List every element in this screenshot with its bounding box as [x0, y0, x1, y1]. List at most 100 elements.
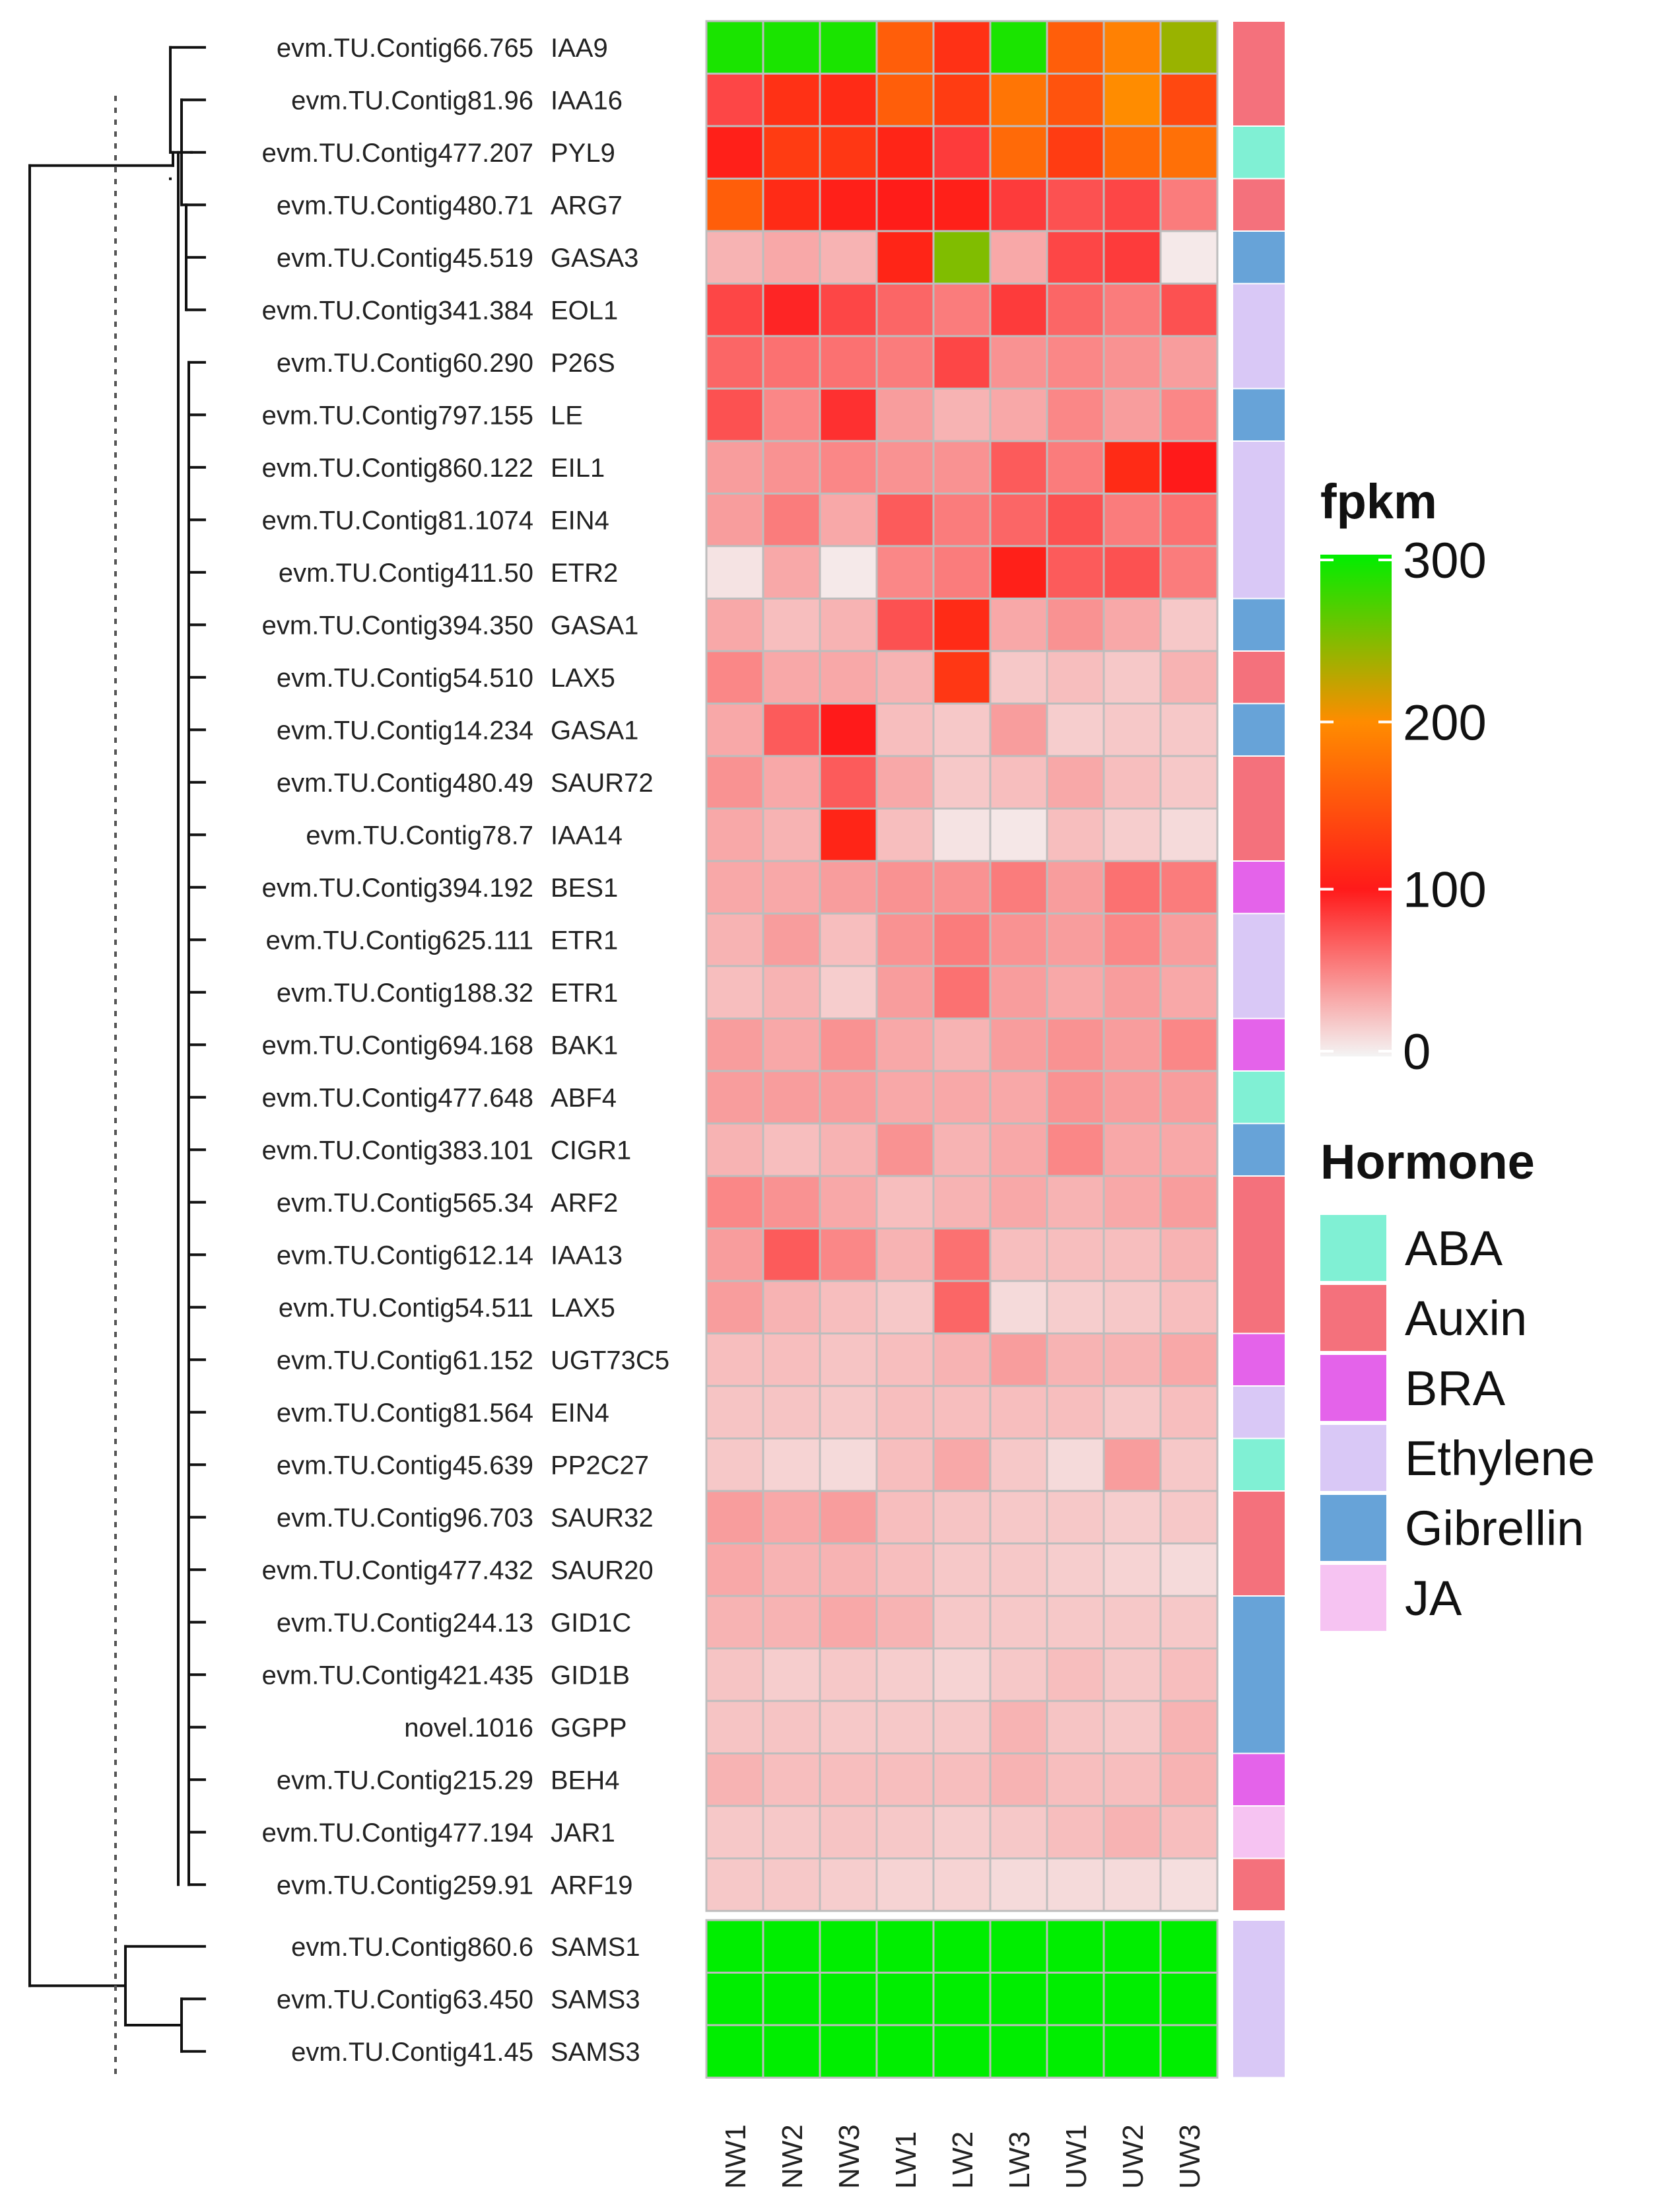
heatmap-cell — [819, 1700, 878, 1754]
heatmap-cell — [1159, 1700, 1219, 1754]
heatmap-cell — [819, 493, 878, 547]
heatmap-cell — [762, 335, 821, 390]
heatmap-cell — [932, 1070, 992, 1124]
hormone-legend-label: ABA — [1405, 1221, 1503, 1276]
heatmap-cell — [875, 125, 935, 180]
heatmap-cell — [932, 1175, 992, 1229]
heatmap-cell — [819, 388, 878, 442]
heatmap-cell — [1102, 545, 1162, 600]
heatmap-cell — [819, 913, 878, 967]
heatmap-cell — [819, 1752, 878, 1807]
row-label-gene: ARF2 — [551, 1189, 618, 1218]
heatmap-cell — [989, 755, 1048, 810]
heatmap-cell — [1159, 1175, 1219, 1229]
heatmap-cell — [1046, 965, 1105, 1020]
heatmap-cell — [875, 1280, 935, 1334]
heatmap-cell — [932, 965, 992, 1020]
column-label: UW1 — [1060, 2124, 1093, 2189]
heatmap-cell — [875, 1919, 935, 1974]
row-label-gene: ARG7 — [551, 191, 623, 220]
heatmap-cell — [762, 1280, 821, 1334]
hormone-legend-swatch — [1320, 1355, 1386, 1421]
heatmap-cell — [989, 703, 1048, 757]
heatmap-cell — [1159, 1857, 1219, 1912]
row-label-gene: LAX5 — [551, 664, 615, 693]
heatmap-cell — [1046, 1542, 1105, 1597]
heatmap-cell — [875, 1437, 935, 1492]
heatmap-cell — [1046, 1752, 1105, 1807]
heatmap-cell — [1102, 1227, 1162, 1282]
heatmap-cell — [875, 1227, 935, 1282]
hormone-annotation-block — [1233, 1177, 1285, 1333]
heatmap-cell — [1159, 1752, 1219, 1807]
heatmap-cell — [875, 808, 935, 862]
heatmap-cell — [762, 650, 821, 705]
heatmap-cell — [875, 1018, 935, 1072]
heatmap-cell — [1046, 913, 1105, 967]
heatmap-cell — [989, 650, 1048, 705]
heatmap-cell — [705, 1437, 764, 1492]
heatmap-cell — [875, 1857, 935, 1912]
hormone-legend-label: JA — [1405, 1571, 1462, 1626]
heatmap-cell — [875, 1490, 935, 1544]
heatmap-cell — [1046, 1437, 1105, 1492]
heatmap-cell — [989, 73, 1048, 127]
row-label-gene: EIN4 — [551, 506, 609, 535]
row-label-gene: EIL1 — [551, 454, 605, 483]
heatmap-cell — [1046, 1175, 1105, 1229]
row-label-gene: SAUR72 — [551, 769, 654, 798]
heatmap-cell — [1159, 230, 1219, 285]
heatmap-cell — [819, 178, 878, 232]
heatmap-cell — [705, 335, 764, 390]
hormone-annotation-block — [1233, 757, 1285, 860]
heatmap-cell — [819, 20, 878, 75]
hormone-annotation-block — [1233, 1754, 1285, 1805]
hormone-annotation-block — [1233, 1124, 1285, 1175]
hormone-legend-swatch — [1320, 1215, 1386, 1281]
heatmap-cell — [762, 860, 821, 915]
row-label-gene: SAMS3 — [551, 2038, 640, 2067]
heatmap-cell — [1159, 1972, 1219, 2026]
heatmap-cell — [875, 1123, 935, 1177]
heatmap-cell — [1102, 965, 1162, 1020]
heatmap-cell — [819, 860, 878, 915]
heatmap-cell — [1159, 1227, 1219, 1282]
heatmap-cell — [1102, 1752, 1162, 1807]
heatmap-cell — [762, 1647, 821, 1702]
heatmap-cell — [1102, 388, 1162, 442]
row-label-contig: evm.TU.Contig81.564 — [277, 1399, 533, 1428]
row-label-gene: GASA3 — [551, 244, 638, 273]
heatmap-cell — [875, 913, 935, 967]
heatmap-cell — [1046, 1018, 1105, 1072]
heatmap-cell — [762, 1385, 821, 1439]
heatmap-cell — [1159, 545, 1219, 600]
heatmap-cell — [819, 703, 878, 757]
heatmap-cell — [932, 1647, 992, 1702]
heatmap-cell — [932, 230, 992, 285]
heatmap-cells — [705, 20, 1219, 2079]
heatmap-cell — [762, 1070, 821, 1124]
row-label-gene: PP2C27 — [551, 1451, 649, 1480]
heatmap-cell — [1102, 1805, 1162, 1859]
row-label-contig: evm.TU.Contig14.234 — [277, 716, 533, 745]
heatmap-cell — [1159, 2024, 1219, 2079]
heatmap-cell — [705, 1857, 764, 1912]
heatmap-cell — [1159, 1805, 1219, 1859]
hormone-annotation-block — [1233, 1334, 1285, 1385]
hormone-annotation-block — [1233, 1019, 1285, 1070]
heatmap-cell — [989, 1752, 1048, 1807]
heatmap-cell — [1102, 1700, 1162, 1754]
heatmap-cell — [932, 860, 992, 915]
heatmap-cell — [1046, 808, 1105, 862]
heatmap-cell — [705, 1280, 764, 1334]
heatmap-cell — [1102, 703, 1162, 757]
heatmap-cell — [989, 283, 1048, 337]
heatmap-cell — [989, 1227, 1048, 1282]
heatmap-cell — [705, 283, 764, 337]
heatmap-cell — [1159, 1437, 1219, 1492]
row-label-gene: SAUR20 — [551, 1556, 654, 1585]
column-label: LW1 — [890, 2131, 922, 2189]
row-label-contig: evm.TU.Contig215.29 — [277, 1766, 533, 1795]
heatmap-cell — [705, 230, 764, 285]
hormone-legend-label: Auxin — [1405, 1291, 1527, 1346]
